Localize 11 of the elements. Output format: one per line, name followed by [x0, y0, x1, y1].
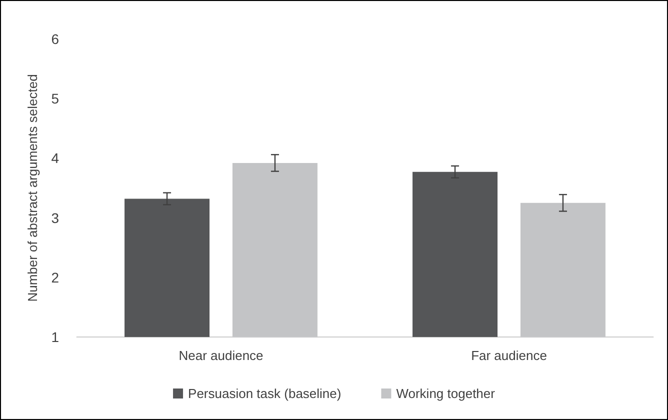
- legend-label: Persuasion task (baseline): [188, 386, 342, 401]
- legend-label: Working together: [396, 386, 496, 401]
- y-axis-title: Number of abstract arguments selected: [25, 74, 40, 302]
- y-tick-label: 2: [51, 269, 60, 286]
- y-tick-label: 5: [51, 90, 60, 107]
- y-tick-label: 1: [51, 329, 60, 345]
- x-tick-label: Near audience: [178, 348, 264, 363]
- x-tick-label: Far audience: [471, 348, 547, 363]
- y-tick-label: 6: [51, 31, 60, 47]
- y-tick-label: 4: [51, 150, 60, 166]
- y-tick-label: 3: [51, 210, 60, 226]
